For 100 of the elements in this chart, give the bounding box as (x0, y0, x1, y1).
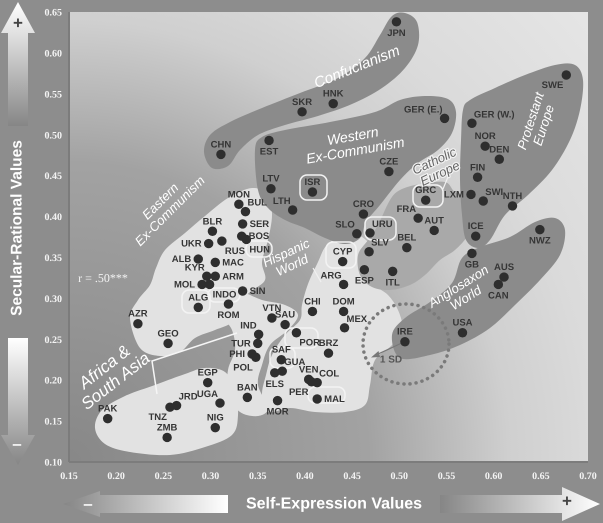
data-label: MAC (222, 257, 244, 268)
data-label: PHI (229, 349, 246, 360)
data-label: LTH (272, 196, 291, 207)
data-label: JRD (178, 392, 198, 403)
data-label: LTV (262, 174, 280, 185)
data-label: ARG (320, 270, 342, 282)
data-label: GB (464, 259, 480, 270)
y-tick-label: 0.55 (44, 89, 62, 100)
data-label: GER (W.) (474, 109, 515, 120)
x-tick-label: 0.40 (296, 471, 314, 482)
data-label: CRO (352, 199, 374, 210)
data-label: ITL (386, 277, 400, 288)
data-label: UGA (196, 389, 218, 400)
data-label: SKR (292, 96, 312, 108)
data-label: NWZ (529, 236, 551, 247)
x-tick-label: 0.55 (438, 471, 456, 482)
y-tick-label: 0.50 (44, 130, 62, 142)
y-tick-label: 0.30 (44, 294, 62, 305)
data-label: VEN (298, 364, 319, 376)
data-label: URU (372, 218, 393, 230)
data-label: AUT (424, 215, 444, 226)
data-label: MEX (346, 314, 368, 325)
data-label: EGP (198, 368, 218, 379)
x-tick-label: 0.30 (202, 471, 220, 482)
data-label: ROM (217, 310, 240, 322)
y-tick-label: 0.40 (44, 212, 62, 224)
data-label: SAF (272, 344, 292, 356)
x-tick-label: 0.35 (248, 471, 266, 482)
y-tick-label: 0.15 (44, 416, 62, 428)
data-label: DOM (332, 296, 355, 308)
data-label: BOS (248, 231, 270, 242)
data-label: BEL (397, 232, 417, 244)
data-label: MAL (324, 394, 345, 405)
x-tick-label: 0.25 (154, 471, 172, 482)
y-axis-title: Secular-Rational Values (8, 140, 26, 316)
data-label: INDO (212, 289, 236, 300)
text: – (83, 494, 93, 514)
data-label: NIG (206, 412, 224, 424)
data-label: HNK (322, 88, 344, 100)
data-label: BLR (202, 216, 222, 228)
data-label: BUL (247, 198, 268, 209)
y-tick-label: 0.10 (44, 458, 62, 469)
data-label: SLO (335, 220, 355, 231)
data-label: LXM (444, 189, 464, 200)
data-label: AZR (128, 308, 148, 320)
data-label: MOR (266, 406, 289, 418)
y-tick-label: 0.60 (44, 48, 62, 60)
text: – (12, 434, 22, 454)
data-label: ALG (188, 292, 208, 304)
data-label: SWE (542, 80, 564, 91)
x-tick-label: 0.45 (343, 471, 361, 482)
data-label: BAN (237, 382, 258, 394)
x-tick-label: 0.65 (532, 471, 550, 482)
annotation: 1 SD (380, 354, 402, 366)
data-label: GEO (158, 328, 179, 340)
y-tick-label: 0.35 (44, 253, 62, 264)
data-label: CYP (332, 246, 354, 258)
data-label: MOL (174, 279, 196, 290)
data-label: PER (288, 386, 309, 398)
data-label: CAN (488, 290, 509, 302)
data-label: NTH (502, 190, 522, 202)
y-tick-label: 0.25 (44, 334, 62, 346)
data-label: SIN (250, 286, 266, 297)
data-label: DEN (489, 144, 510, 156)
data-label: ELS (265, 378, 284, 390)
data-label: SWI (485, 187, 504, 198)
x-tick-label: 0.15 (60, 471, 78, 482)
x-tick-label: 0.70 (579, 471, 597, 482)
data-label: JPN (387, 28, 406, 39)
annotation: r = .50*** (78, 271, 128, 285)
data-label: NOR (474, 131, 496, 142)
x-tick-label: 0.20 (107, 471, 125, 482)
data-label: ICE (468, 221, 484, 232)
data-label: ISR (304, 177, 321, 188)
x-tick-label: 0.60 (484, 471, 502, 482)
x-axis-title: Self-Expression Values (246, 496, 422, 512)
data-label: MON (228, 189, 250, 200)
data-label: BRZ (318, 338, 338, 350)
y-tick-label: 0.45 (44, 171, 62, 182)
data-label: ESP (354, 276, 375, 287)
data-label: USA (452, 318, 473, 329)
data-label: FIN (470, 162, 486, 174)
text: + (562, 492, 572, 510)
data-label: CHN (210, 139, 232, 150)
data-label: EST (260, 146, 278, 158)
data-label: ZMB (156, 422, 178, 434)
data-label: GER (E.) (404, 104, 443, 116)
data-label: SER (250, 218, 270, 230)
data-label: POR (299, 338, 320, 349)
data-label: TUR (231, 338, 251, 350)
data-label: POL (233, 362, 254, 374)
data-label: IND (240, 320, 257, 332)
data-label: COL (319, 368, 340, 380)
data-label: TNZ (148, 412, 168, 424)
text: + (13, 14, 24, 32)
data-label: IRE (397, 326, 413, 338)
data-label: RUS (224, 246, 245, 258)
y-tick-label: 0.20 (44, 376, 62, 387)
data-label: SLV (371, 238, 390, 249)
y-tick-label: 0.65 (44, 8, 62, 19)
